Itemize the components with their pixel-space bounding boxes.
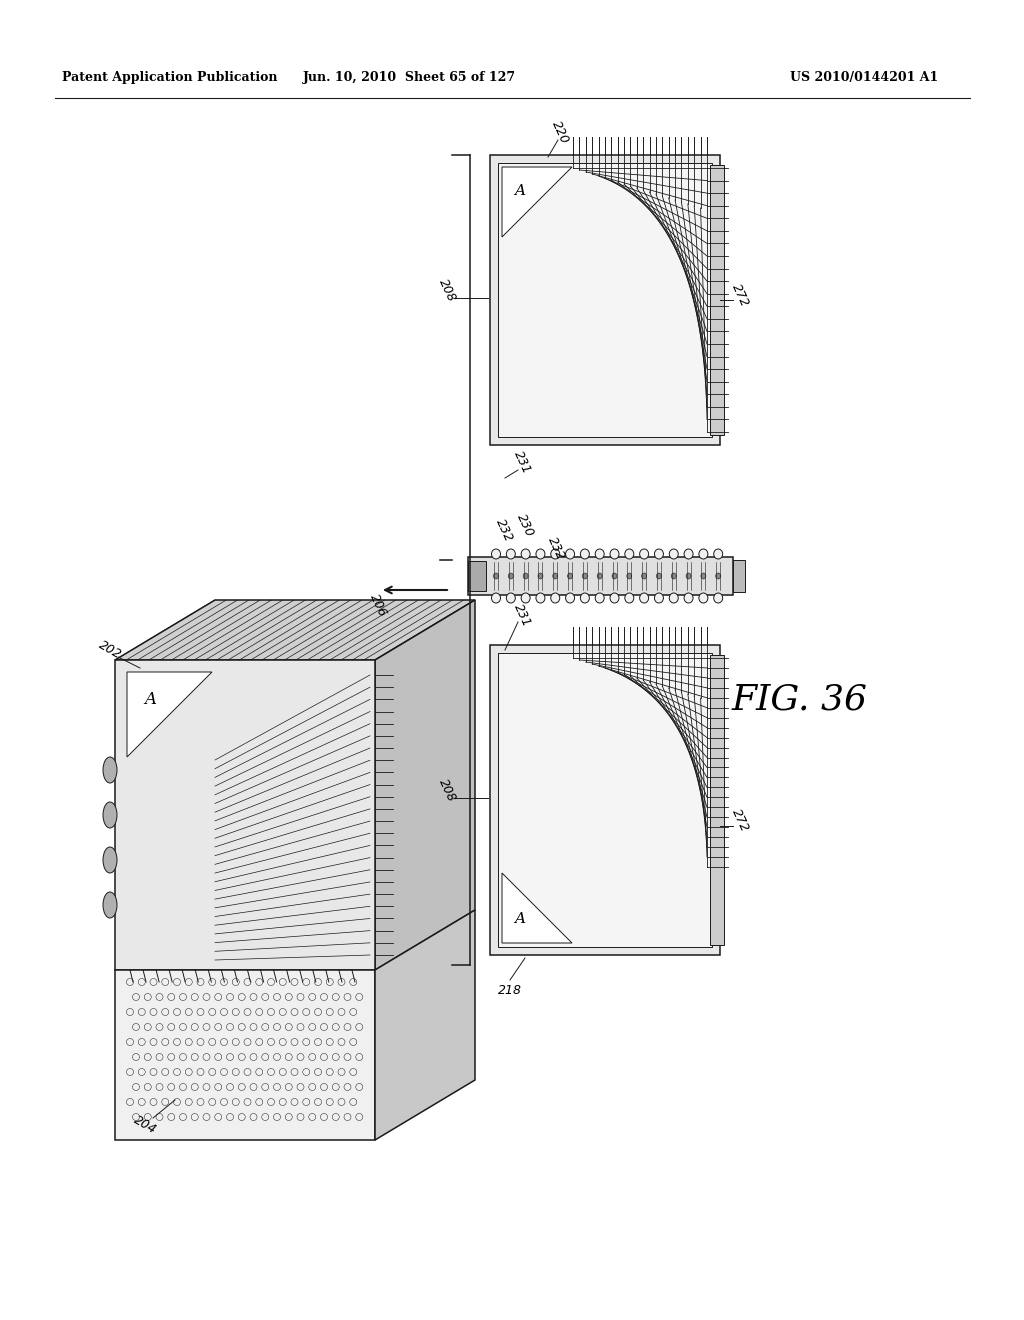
Ellipse shape bbox=[553, 573, 558, 579]
Ellipse shape bbox=[700, 573, 706, 579]
Ellipse shape bbox=[698, 549, 708, 558]
Text: A: A bbox=[514, 912, 525, 927]
Ellipse shape bbox=[565, 549, 574, 558]
Text: 204: 204 bbox=[131, 1113, 159, 1137]
Ellipse shape bbox=[551, 549, 560, 558]
Ellipse shape bbox=[625, 549, 634, 558]
Ellipse shape bbox=[714, 593, 723, 603]
Polygon shape bbox=[115, 970, 375, 1140]
Text: 272: 272 bbox=[729, 281, 751, 309]
Polygon shape bbox=[375, 601, 475, 970]
Text: 202: 202 bbox=[96, 639, 124, 661]
Ellipse shape bbox=[492, 593, 501, 603]
Text: 272: 272 bbox=[729, 807, 751, 834]
Ellipse shape bbox=[716, 573, 721, 579]
Ellipse shape bbox=[508, 573, 513, 579]
Ellipse shape bbox=[597, 573, 602, 579]
Ellipse shape bbox=[103, 892, 117, 917]
Ellipse shape bbox=[698, 593, 708, 603]
Ellipse shape bbox=[536, 593, 545, 603]
Ellipse shape bbox=[492, 549, 501, 558]
Ellipse shape bbox=[506, 593, 515, 603]
Ellipse shape bbox=[686, 573, 691, 579]
Ellipse shape bbox=[654, 593, 664, 603]
Ellipse shape bbox=[625, 593, 634, 603]
Ellipse shape bbox=[595, 549, 604, 558]
Polygon shape bbox=[115, 601, 475, 660]
Polygon shape bbox=[375, 909, 475, 1140]
Polygon shape bbox=[733, 560, 745, 591]
Polygon shape bbox=[502, 873, 572, 942]
Ellipse shape bbox=[654, 549, 664, 558]
Ellipse shape bbox=[672, 573, 676, 579]
Text: 220: 220 bbox=[549, 119, 571, 145]
Ellipse shape bbox=[714, 549, 723, 558]
Ellipse shape bbox=[612, 573, 617, 579]
Text: A: A bbox=[144, 692, 156, 709]
Ellipse shape bbox=[670, 593, 678, 603]
Polygon shape bbox=[710, 655, 724, 945]
Text: 232: 232 bbox=[493, 516, 515, 544]
Polygon shape bbox=[498, 653, 712, 946]
Ellipse shape bbox=[103, 756, 117, 783]
Text: A: A bbox=[514, 183, 525, 198]
Polygon shape bbox=[710, 165, 724, 436]
Ellipse shape bbox=[581, 549, 590, 558]
Polygon shape bbox=[127, 672, 212, 756]
Ellipse shape bbox=[581, 593, 590, 603]
Text: 208: 208 bbox=[436, 776, 458, 804]
Ellipse shape bbox=[656, 573, 662, 579]
Ellipse shape bbox=[610, 593, 618, 603]
Ellipse shape bbox=[538, 573, 543, 579]
Ellipse shape bbox=[523, 573, 528, 579]
Ellipse shape bbox=[494, 573, 499, 579]
Polygon shape bbox=[502, 168, 572, 238]
Text: 218: 218 bbox=[498, 983, 522, 997]
Polygon shape bbox=[468, 561, 486, 591]
Ellipse shape bbox=[684, 549, 693, 558]
Ellipse shape bbox=[642, 573, 646, 579]
Ellipse shape bbox=[565, 593, 574, 603]
Ellipse shape bbox=[670, 549, 678, 558]
Text: Patent Application Publication: Patent Application Publication bbox=[62, 71, 278, 84]
Text: US 2010/0144201 A1: US 2010/0144201 A1 bbox=[790, 71, 938, 84]
Text: 231: 231 bbox=[511, 602, 532, 628]
Ellipse shape bbox=[567, 573, 572, 579]
Polygon shape bbox=[498, 162, 712, 437]
Text: Jun. 10, 2010  Sheet 65 of 127: Jun. 10, 2010 Sheet 65 of 127 bbox=[303, 71, 516, 84]
Polygon shape bbox=[490, 645, 720, 954]
Ellipse shape bbox=[684, 593, 693, 603]
Polygon shape bbox=[468, 557, 733, 595]
Ellipse shape bbox=[103, 847, 117, 873]
Ellipse shape bbox=[627, 573, 632, 579]
Ellipse shape bbox=[551, 593, 560, 603]
Ellipse shape bbox=[506, 549, 515, 558]
Ellipse shape bbox=[521, 549, 530, 558]
Text: FIG. 36: FIG. 36 bbox=[732, 682, 868, 717]
Polygon shape bbox=[115, 660, 375, 970]
Text: 231: 231 bbox=[511, 449, 532, 475]
Text: 230: 230 bbox=[514, 511, 536, 539]
Text: 232: 232 bbox=[545, 535, 567, 561]
Polygon shape bbox=[490, 154, 720, 445]
Ellipse shape bbox=[640, 593, 648, 603]
Text: 206: 206 bbox=[367, 591, 389, 619]
Ellipse shape bbox=[610, 549, 618, 558]
Ellipse shape bbox=[583, 573, 588, 579]
Ellipse shape bbox=[521, 593, 530, 603]
Ellipse shape bbox=[103, 803, 117, 828]
Ellipse shape bbox=[536, 549, 545, 558]
Ellipse shape bbox=[640, 549, 648, 558]
Ellipse shape bbox=[595, 593, 604, 603]
Text: 208: 208 bbox=[436, 276, 458, 304]
